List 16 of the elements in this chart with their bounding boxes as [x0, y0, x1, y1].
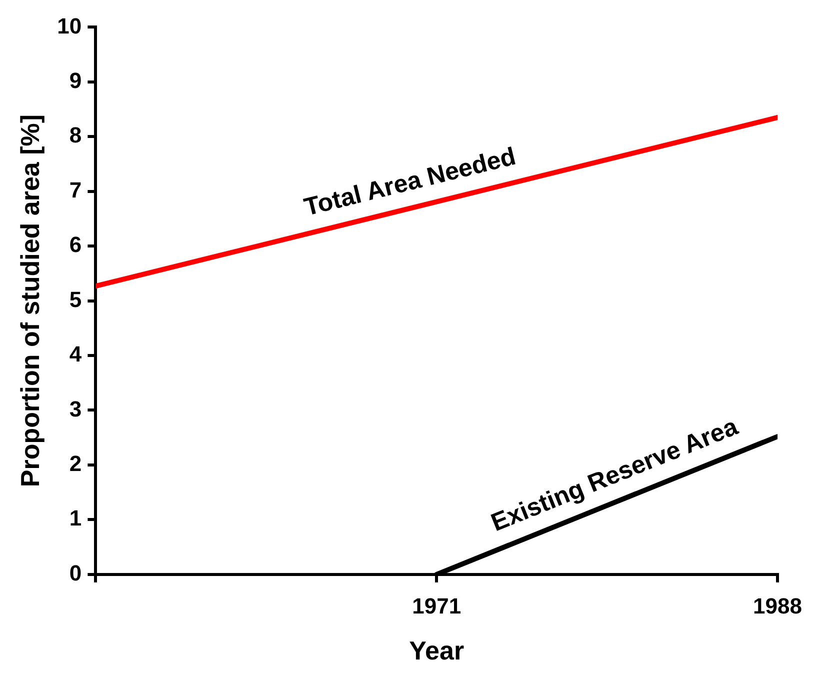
y-tick-label: 4 — [69, 342, 82, 367]
x-tick-label: 1988 — [753, 594, 802, 619]
x-tick-label: 1971 — [412, 594, 462, 619]
y-tick-label: 10 — [57, 13, 82, 38]
text: Total Area Needed — [302, 142, 518, 222]
y-axis-title: Proportion of studied area [%] — [14, 114, 45, 488]
y-tick-label: 8 — [69, 122, 82, 148]
y-tick-label: 7 — [69, 177, 82, 202]
y-tick-label: 0 — [69, 560, 82, 586]
y-tick-label: 6 — [69, 232, 82, 258]
y-tick-label: 9 — [69, 68, 82, 93]
y-tick-label: 5 — [69, 286, 82, 312]
y-tick-label: 2 — [69, 451, 82, 476]
y-tick-label: 1 — [69, 506, 82, 531]
x-axis-title: Year — [409, 636, 464, 666]
y-tick-label: 3 — [69, 396, 82, 422]
